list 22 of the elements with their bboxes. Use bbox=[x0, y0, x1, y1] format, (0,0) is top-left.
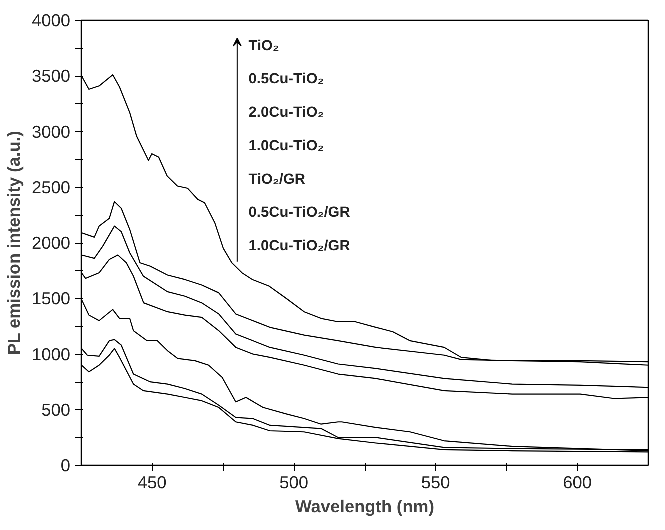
y-tick-label: 3500 bbox=[32, 66, 71, 86]
x-tick-label: 450 bbox=[138, 472, 167, 492]
y-tick-label: 0 bbox=[60, 456, 71, 476]
x-axis-title: Wavelength (nm) bbox=[296, 496, 434, 516]
annotation: 0.5Cu-TiO₂ bbox=[248, 72, 324, 88]
annotation: 2.0Cu-TiO₂ bbox=[248, 105, 324, 122]
annotation: 1.0Cu-TiO₂/GR bbox=[248, 238, 351, 255]
y-tick-label: 500 bbox=[42, 400, 71, 420]
annotation: TiO₂/GR bbox=[248, 172, 306, 188]
x-tick-label: 600 bbox=[563, 472, 592, 492]
y-tick-label: 1000 bbox=[32, 344, 71, 364]
y-tick-label: 2000 bbox=[32, 233, 71, 253]
y-tick-label: 2500 bbox=[32, 177, 71, 198]
y-tick-label: 1500 bbox=[32, 288, 71, 309]
annotation: 0.5Cu-TiO₂/GR bbox=[248, 205, 351, 222]
y-axis-title: PL emission intensity (a.u.) bbox=[4, 131, 24, 356]
annotation: TiO₂ bbox=[248, 38, 280, 54]
x-tick-label: 550 bbox=[421, 472, 450, 492]
x-tick-label: 500 bbox=[280, 472, 309, 492]
annotation: 1.0Cu-TiO₂ bbox=[248, 138, 324, 154]
y-tick-label: 3000 bbox=[32, 122, 71, 142]
y-tick-label: 4000 bbox=[32, 10, 71, 30]
